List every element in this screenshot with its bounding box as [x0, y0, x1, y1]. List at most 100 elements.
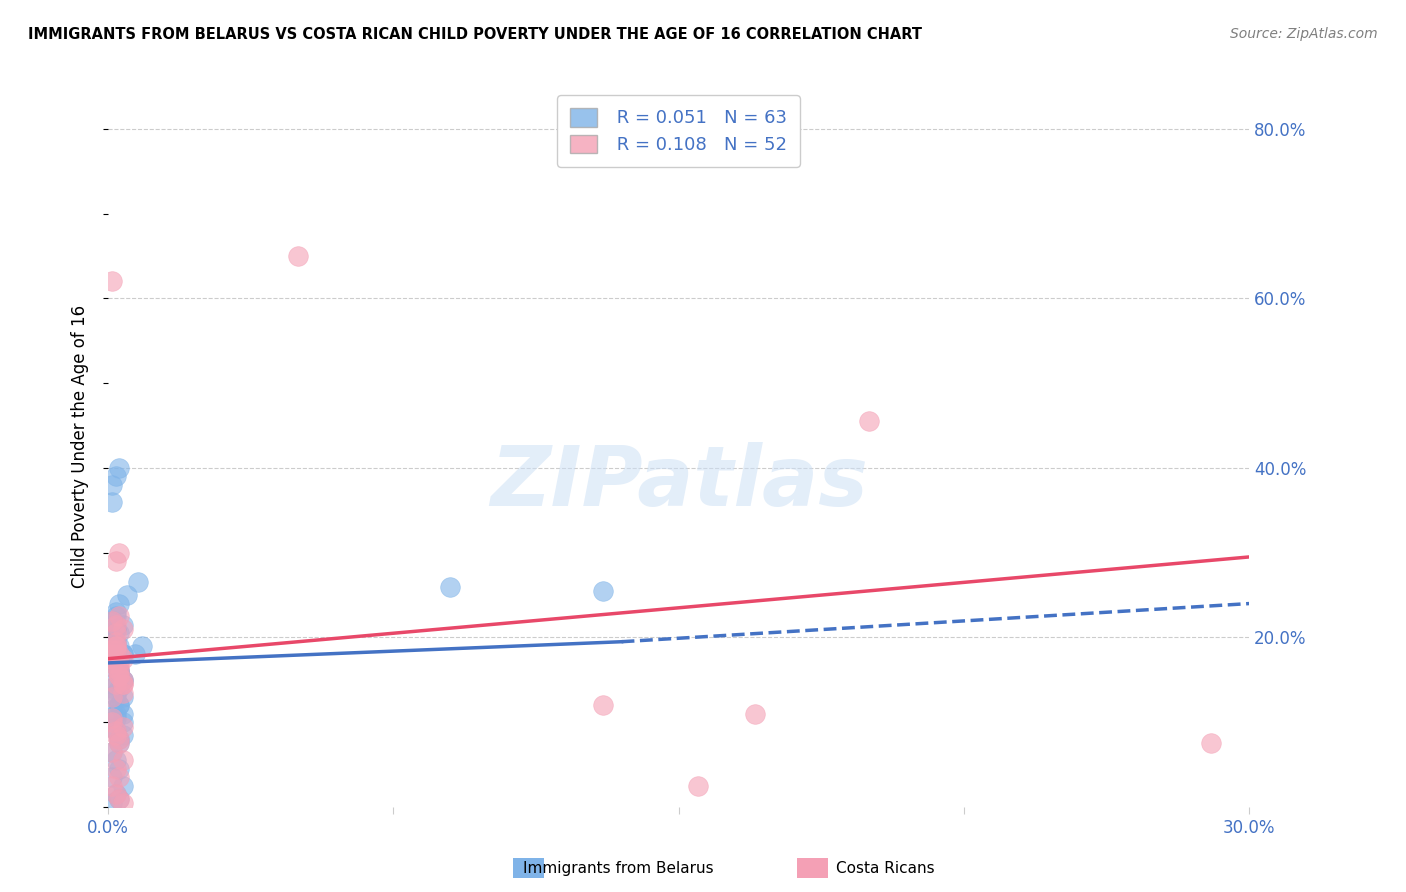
Point	[108, 762, 131, 776]
Point	[101, 651, 124, 665]
Point	[112, 648, 135, 662]
Point	[108, 597, 131, 611]
Point	[104, 723, 127, 738]
Point	[115, 588, 138, 602]
Point	[108, 668, 131, 682]
Point	[101, 690, 124, 704]
Point	[112, 719, 135, 733]
Point	[592, 583, 614, 598]
Point	[101, 677, 124, 691]
Point	[104, 728, 127, 742]
Point	[104, 617, 127, 632]
Point	[592, 698, 614, 713]
Point	[112, 673, 135, 687]
Point	[101, 651, 124, 665]
Point	[1199, 736, 1222, 750]
Point	[112, 617, 135, 632]
Point	[101, 660, 124, 674]
Point	[101, 651, 124, 665]
Point	[104, 634, 127, 648]
Point	[108, 791, 131, 805]
Legend:  R = 0.051   N = 63,  R = 0.108   N = 52: R = 0.051 N = 63, R = 0.108 N = 52	[557, 95, 800, 167]
Point	[104, 639, 127, 653]
Point	[287, 249, 309, 263]
Point	[101, 745, 124, 759]
Point	[108, 665, 131, 679]
Point	[127, 575, 149, 590]
Point	[108, 732, 131, 747]
Point	[104, 639, 127, 653]
Point	[104, 711, 127, 725]
Text: ZIPatlas: ZIPatlas	[489, 442, 868, 524]
Point	[101, 771, 124, 785]
Point	[108, 668, 131, 682]
Point	[686, 779, 709, 793]
Point	[104, 690, 127, 704]
Point	[104, 639, 127, 653]
Point	[112, 685, 135, 699]
Point	[104, 685, 127, 699]
Point	[112, 753, 135, 767]
Point	[108, 609, 131, 624]
Point	[112, 677, 135, 691]
Text: Source: ZipAtlas.com: Source: ZipAtlas.com	[1230, 27, 1378, 41]
Point	[101, 796, 124, 810]
Point	[101, 478, 124, 492]
Point	[104, 706, 127, 721]
Point	[108, 698, 131, 713]
Point	[104, 723, 127, 738]
Point	[101, 274, 124, 288]
Point	[104, 643, 127, 657]
Point	[108, 736, 131, 750]
Point	[112, 648, 135, 662]
Point	[108, 639, 131, 653]
Point	[104, 609, 127, 624]
Point	[131, 639, 153, 653]
Point	[104, 762, 127, 776]
Point	[108, 626, 131, 640]
Point	[104, 753, 127, 767]
Point	[104, 788, 127, 802]
Point	[101, 495, 124, 509]
Point	[108, 665, 131, 679]
Point	[101, 719, 124, 733]
Point	[104, 622, 127, 636]
Point	[858, 414, 880, 428]
Point	[744, 706, 766, 721]
Point	[104, 656, 127, 670]
Point	[104, 788, 127, 802]
Point	[101, 715, 124, 730]
Point	[112, 622, 135, 636]
Point	[108, 648, 131, 662]
Point	[101, 614, 124, 628]
Point	[104, 626, 127, 640]
Point	[108, 660, 131, 674]
Point	[101, 614, 124, 628]
Point	[101, 631, 124, 645]
Point	[112, 796, 135, 810]
Point	[112, 673, 135, 687]
Point	[104, 677, 127, 691]
Point	[104, 622, 127, 636]
Point	[108, 665, 131, 679]
Point	[124, 648, 146, 662]
Point	[112, 779, 135, 793]
Point	[101, 745, 124, 759]
Point	[108, 736, 131, 750]
Point	[104, 554, 127, 568]
Point	[108, 668, 131, 682]
Point	[101, 656, 124, 670]
Point	[112, 715, 135, 730]
Point	[104, 469, 127, 483]
Point	[112, 690, 135, 704]
Point	[108, 656, 131, 670]
Text: Immigrants from Belarus: Immigrants from Belarus	[523, 861, 714, 876]
Point	[108, 732, 131, 747]
Point	[108, 771, 131, 785]
Point	[101, 651, 124, 665]
Point	[101, 779, 124, 793]
Point	[101, 660, 124, 674]
Point	[112, 673, 135, 687]
Point	[104, 605, 127, 619]
Point	[108, 546, 131, 560]
